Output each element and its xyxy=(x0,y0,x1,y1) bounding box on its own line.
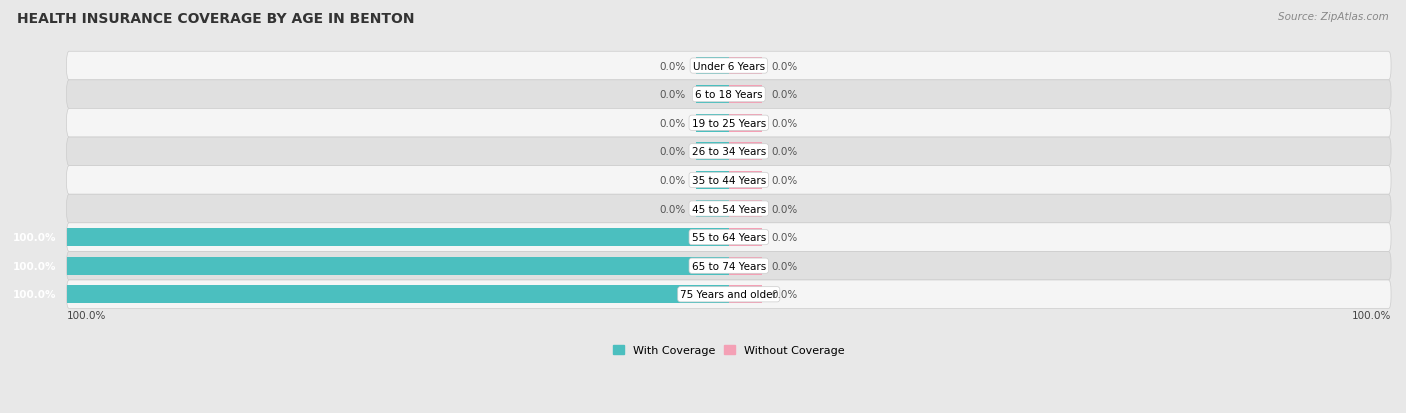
Text: 0.0%: 0.0% xyxy=(659,176,686,185)
Text: 0.0%: 0.0% xyxy=(772,147,799,157)
Bar xyxy=(728,143,762,161)
Bar xyxy=(728,286,762,304)
FancyBboxPatch shape xyxy=(66,81,1391,109)
Bar xyxy=(728,57,762,75)
Bar xyxy=(66,286,728,304)
Text: 6 to 18 Years: 6 to 18 Years xyxy=(695,90,762,100)
Text: 65 to 74 Years: 65 to 74 Years xyxy=(692,261,766,271)
Text: 0.0%: 0.0% xyxy=(659,62,686,71)
Bar xyxy=(696,114,728,132)
Text: 0.0%: 0.0% xyxy=(659,147,686,157)
Text: 0.0%: 0.0% xyxy=(772,204,799,214)
Bar xyxy=(696,57,728,75)
Text: 0.0%: 0.0% xyxy=(659,90,686,100)
FancyBboxPatch shape xyxy=(66,223,1391,252)
Text: 100.0%: 100.0% xyxy=(1351,310,1391,320)
Text: Under 6 Years: Under 6 Years xyxy=(693,62,765,71)
Text: 0.0%: 0.0% xyxy=(772,119,799,128)
FancyBboxPatch shape xyxy=(66,280,1391,309)
Text: 75 Years and older: 75 Years and older xyxy=(681,290,778,299)
Text: Source: ZipAtlas.com: Source: ZipAtlas.com xyxy=(1278,12,1389,22)
Text: 55 to 64 Years: 55 to 64 Years xyxy=(692,233,766,242)
Text: 100.0%: 100.0% xyxy=(13,261,56,271)
Text: HEALTH INSURANCE COVERAGE BY AGE IN BENTON: HEALTH INSURANCE COVERAGE BY AGE IN BENT… xyxy=(17,12,415,26)
Text: 100.0%: 100.0% xyxy=(66,310,105,320)
Bar xyxy=(696,200,728,218)
FancyBboxPatch shape xyxy=(66,166,1391,195)
Bar xyxy=(728,172,762,189)
Text: 100.0%: 100.0% xyxy=(13,290,56,299)
Text: 0.0%: 0.0% xyxy=(772,176,799,185)
Bar xyxy=(696,172,728,189)
Bar xyxy=(728,257,762,275)
FancyBboxPatch shape xyxy=(66,195,1391,223)
Text: 35 to 44 Years: 35 to 44 Years xyxy=(692,176,766,185)
Text: 100.0%: 100.0% xyxy=(13,233,56,242)
Bar xyxy=(728,86,762,104)
Text: 19 to 25 Years: 19 to 25 Years xyxy=(692,119,766,128)
Text: 26 to 34 Years: 26 to 34 Years xyxy=(692,147,766,157)
Text: 45 to 54 Years: 45 to 54 Years xyxy=(692,204,766,214)
Text: 0.0%: 0.0% xyxy=(772,90,799,100)
Bar xyxy=(728,114,762,132)
Text: 0.0%: 0.0% xyxy=(659,204,686,214)
Text: 0.0%: 0.0% xyxy=(772,233,799,242)
Bar xyxy=(728,229,762,247)
Text: 0.0%: 0.0% xyxy=(772,261,799,271)
FancyBboxPatch shape xyxy=(66,138,1391,166)
FancyBboxPatch shape xyxy=(66,252,1391,280)
FancyBboxPatch shape xyxy=(66,109,1391,138)
Text: 0.0%: 0.0% xyxy=(659,119,686,128)
Bar xyxy=(696,86,728,104)
FancyBboxPatch shape xyxy=(66,52,1391,81)
Bar xyxy=(66,229,728,247)
Text: 0.0%: 0.0% xyxy=(772,290,799,299)
Bar xyxy=(728,200,762,218)
Legend: With Coverage, Without Coverage: With Coverage, Without Coverage xyxy=(609,340,849,360)
Text: 0.0%: 0.0% xyxy=(772,62,799,71)
Bar xyxy=(696,143,728,161)
Bar xyxy=(66,257,728,275)
